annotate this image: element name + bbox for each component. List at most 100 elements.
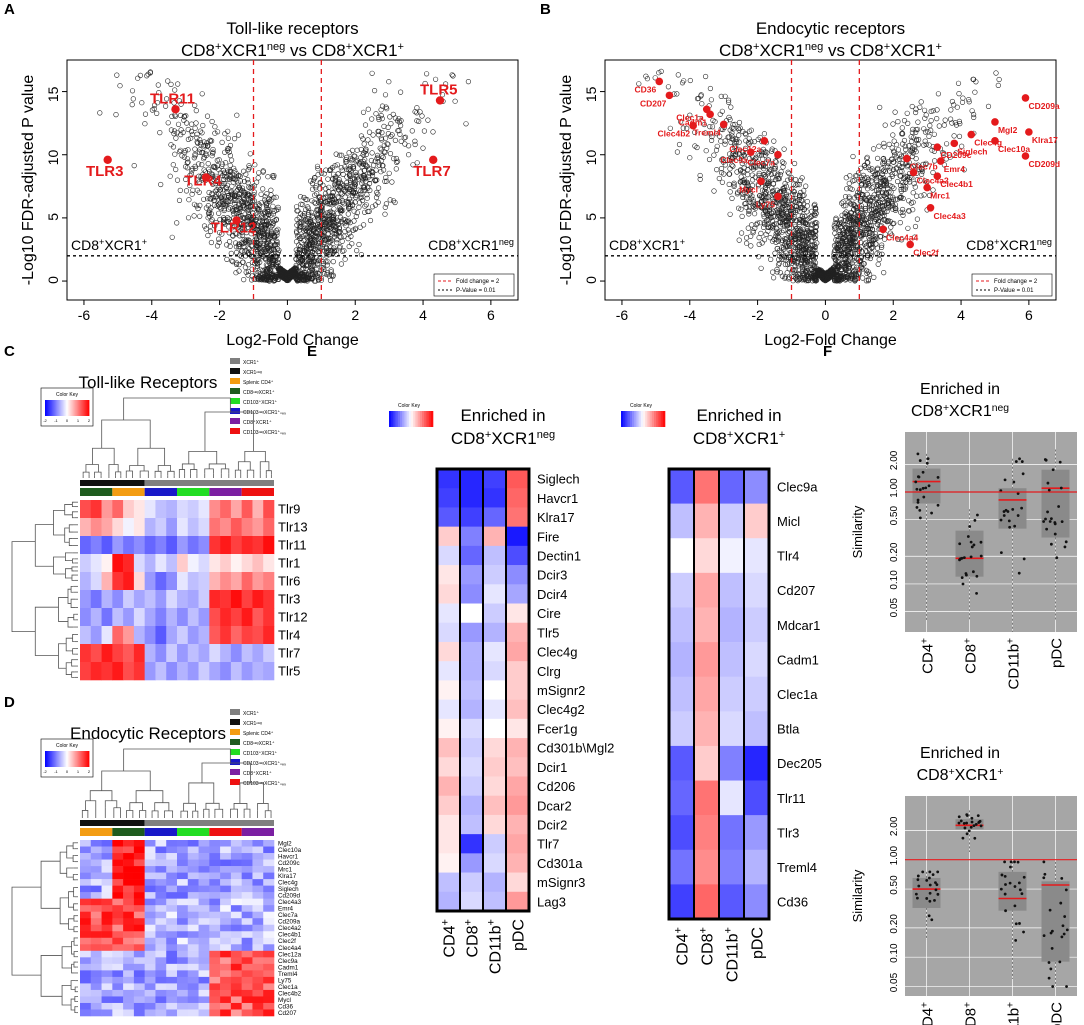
- data-point: [858, 165, 864, 171]
- data-point: [729, 133, 735, 139]
- data-point: [726, 171, 733, 177]
- heatmap-cell: [241, 608, 253, 627]
- data-point: [309, 264, 315, 270]
- data-point: [168, 81, 174, 87]
- data-point: [894, 178, 901, 185]
- dendrogram-branch: [167, 470, 175, 476]
- data-point: [255, 250, 261, 256]
- data-point: [855, 271, 861, 277]
- heatmap-cell: [252, 500, 264, 519]
- data-point: [117, 83, 123, 89]
- color-key-step: [71, 400, 73, 416]
- data-point: [358, 169, 364, 175]
- data-point: [322, 215, 328, 222]
- data-point: [738, 230, 745, 236]
- data-point: [853, 205, 859, 211]
- data-point: [296, 273, 303, 279]
- data-point: [230, 179, 236, 185]
- data-point: [749, 193, 755, 199]
- y-tick-label: 15: [45, 86, 61, 102]
- heatmap-cell: [166, 879, 178, 886]
- data-point: [327, 221, 333, 227]
- heatmap-cell: [101, 572, 113, 591]
- heatmap-cell: [123, 846, 135, 854]
- data-point: [233, 244, 239, 250]
- data-point: [680, 125, 686, 131]
- data-point: [234, 112, 240, 118]
- heatmap-cell: [80, 872, 92, 880]
- data-point: [859, 213, 866, 219]
- data-point: [375, 191, 381, 197]
- data-point: [713, 147, 720, 153]
- data-point: [897, 173, 904, 179]
- data-point: [934, 107, 940, 113]
- data-point: [722, 141, 728, 147]
- highlighted-point: [906, 240, 914, 249]
- data-point: [838, 277, 844, 283]
- heatmap-cell: [198, 626, 210, 645]
- data-point: [900, 209, 906, 215]
- data-point: [346, 196, 353, 202]
- data-point: [249, 228, 255, 234]
- data-point: [770, 225, 776, 231]
- data-point: [443, 81, 449, 87]
- data-point: [866, 247, 873, 253]
- dendrogram-branch: [243, 808, 251, 814]
- data-point: [711, 188, 717, 194]
- data-point: [313, 271, 319, 278]
- data-point: [891, 185, 897, 191]
- data-point: [795, 197, 801, 203]
- legend-entry: P-Value = 0.01: [456, 288, 496, 294]
- data-point: [296, 227, 302, 233]
- data-point: [824, 274, 831, 280]
- data-point: [787, 229, 793, 235]
- data-point: [113, 111, 119, 118]
- color-key-step: [61, 400, 63, 416]
- data-point: [245, 221, 251, 227]
- data-point: [746, 208, 752, 214]
- dendrogram-branch: [58, 597, 68, 622]
- heatmap-cell: [112, 846, 124, 854]
- data-point: [831, 251, 837, 258]
- data-point: [321, 223, 328, 229]
- data-point: [249, 215, 255, 222]
- data-point: [674, 149, 681, 155]
- data-point: [865, 252, 871, 258]
- heatmap-cell: [144, 840, 156, 847]
- data-point: [402, 141, 408, 147]
- data-point: [337, 152, 343, 158]
- data-point: [677, 119, 684, 125]
- dendrogram-branch: [246, 469, 255, 475]
- data-point: [450, 73, 456, 79]
- data-point: [839, 212, 845, 218]
- data-point: [910, 199, 916, 205]
- dendrogram-branch: [123, 397, 231, 420]
- heatmap-cell: [252, 536, 264, 555]
- point-label: Clec4a3: [934, 211, 966, 221]
- legend-entry: CD103ⁿᵉᵍXCR1⁺ₙₑ₉: [243, 761, 286, 767]
- data-point: [859, 275, 866, 281]
- data-point: [378, 158, 385, 164]
- data-point: [783, 202, 789, 208]
- data-point: [178, 132, 184, 138]
- data-point: [750, 228, 756, 234]
- data-point: [809, 222, 815, 228]
- data-point: [336, 198, 342, 204]
- point-label: Clec4g: [974, 138, 1002, 148]
- data-point: [752, 202, 758, 208]
- data-point: [264, 268, 270, 275]
- heatmap-cell: [252, 518, 264, 537]
- x-tick-label: -2: [751, 307, 764, 323]
- data-point: [769, 269, 776, 275]
- data-point: [841, 203, 847, 209]
- data-point: [854, 208, 860, 214]
- data-point: [363, 151, 369, 157]
- data-point: [927, 122, 933, 129]
- heatmap-cell: [252, 572, 264, 591]
- data-point: [769, 185, 775, 191]
- data-point: [727, 189, 733, 195]
- heatmap-cell: [263, 500, 275, 519]
- data-point: [895, 118, 901, 125]
- data-point: [835, 262, 841, 269]
- data-point: [274, 232, 280, 238]
